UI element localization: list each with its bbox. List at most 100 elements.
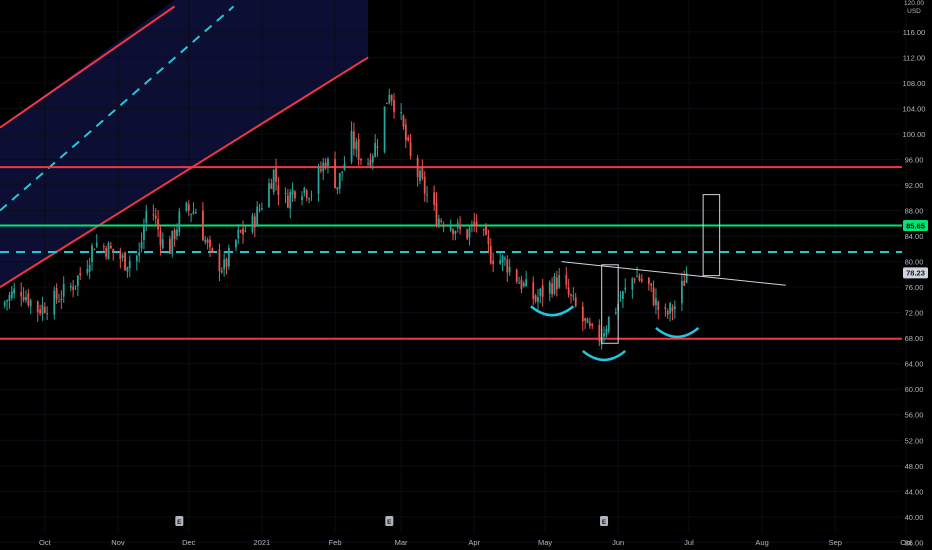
candle-body [107, 242, 110, 260]
candle-body [341, 171, 344, 173]
time-axis[interactable]: Oct Nov Dec 2021 Feb Mar Apr May Jun Jul Aug Sep Oct [39, 538, 913, 547]
candle-body [591, 323, 594, 326]
candle-body [657, 301, 660, 310]
candle-body [440, 220, 443, 222]
candle-body [419, 170, 421, 181]
candle-body [336, 187, 339, 190]
price-tick-label: 68.00 [905, 334, 924, 343]
last-price-badge [903, 267, 928, 279]
candle-body [504, 258, 506, 260]
candle-body [367, 163, 369, 165]
candle-body [565, 275, 568, 285]
candle-body [284, 193, 287, 195]
time-tick-label: Jul [684, 538, 694, 547]
candle-body [666, 310, 669, 315]
candle-body [6, 300, 8, 302]
candle-body [202, 210, 204, 241]
candle-body [227, 247, 230, 267]
channel-middle-line [0, 5, 235, 212]
time-tick-label: Nov [111, 538, 125, 547]
candle-body [605, 328, 608, 336]
candle-body [275, 168, 277, 182]
candle-body [673, 306, 676, 310]
candle-body [508, 266, 511, 273]
candle-body [388, 94, 391, 104]
candle-body [301, 196, 303, 201]
candle-body [308, 198, 310, 200]
candle-body [173, 229, 176, 240]
candle-body [386, 102, 388, 104]
candle-body [322, 162, 325, 172]
earnings-marker-label: E [387, 519, 392, 526]
time-tick-label: Oct [900, 538, 913, 547]
price-tick-label: 96.00 [905, 156, 924, 165]
candle-body [537, 297, 539, 302]
candle-body [91, 245, 93, 263]
candle-body [371, 155, 374, 163]
candle-body [671, 306, 674, 312]
candle-body [350, 130, 353, 162]
candle-body [192, 211, 195, 214]
candle-body [272, 169, 275, 192]
candle-body [553, 275, 556, 294]
candle-body [390, 95, 393, 101]
candle-body [319, 169, 322, 171]
price-axis[interactable]: 120.00 USD 116.00 112.00 108.00 104.00 100.0… [903, 0, 926, 547]
time-tick-label: Apr [468, 538, 480, 547]
candle-body [551, 283, 554, 295]
price-tick-label: 84.00 [905, 232, 924, 241]
candle-body [223, 259, 226, 270]
candle-body [475, 221, 478, 226]
candle-body [303, 187, 306, 193]
price-tick-label: 64.00 [905, 360, 924, 369]
candle-body [204, 239, 207, 243]
candle-body [655, 298, 657, 306]
candle-body [154, 215, 157, 219]
measure-box [702, 194, 721, 277]
candle-body [206, 239, 209, 244]
candle-body [515, 269, 518, 282]
candle-body [270, 183, 273, 189]
candle-body [680, 280, 683, 304]
candle-body [253, 216, 256, 228]
candle-body [286, 195, 289, 208]
candle-body [374, 142, 377, 157]
candle-body [60, 299, 63, 301]
candle-body [437, 218, 440, 227]
candle-body [357, 139, 360, 160]
channel-band [0, 0, 369, 288]
candle-body [683, 280, 686, 286]
candle-body [187, 204, 190, 211]
candle-body [317, 167, 320, 194]
price-tick-label: 112.00 [903, 53, 925, 62]
candle-body [310, 195, 313, 197]
candle-body [607, 316, 610, 332]
candle-body [669, 303, 671, 314]
candle-body [41, 304, 44, 315]
annotations [530, 194, 786, 362]
price-tick-label: 72.00 [905, 309, 924, 318]
candle-body [518, 282, 520, 284]
candle-body [664, 307, 667, 309]
candle-body [506, 259, 509, 273]
candle-body [407, 137, 410, 141]
candle-body [404, 124, 407, 141]
candle-body [178, 211, 181, 232]
channel-upper-line [0, 5, 176, 129]
candle-body [567, 287, 570, 295]
candle-body [624, 287, 627, 290]
candle-body [211, 247, 214, 252]
currency-label: USD [907, 8, 921, 15]
candle-body [251, 215, 254, 232]
time-tick-label: Dec [182, 538, 196, 547]
candle-body [482, 229, 485, 231]
candle-body [138, 251, 141, 256]
candle-body [532, 282, 535, 299]
candle-body [485, 225, 487, 235]
price-tick-label: 76.00 [905, 283, 924, 292]
candle-body [43, 306, 46, 313]
horizontal-levels [0, 166, 902, 340]
candle-body [558, 275, 561, 288]
price-tick-label: 36.00 [905, 538, 924, 547]
